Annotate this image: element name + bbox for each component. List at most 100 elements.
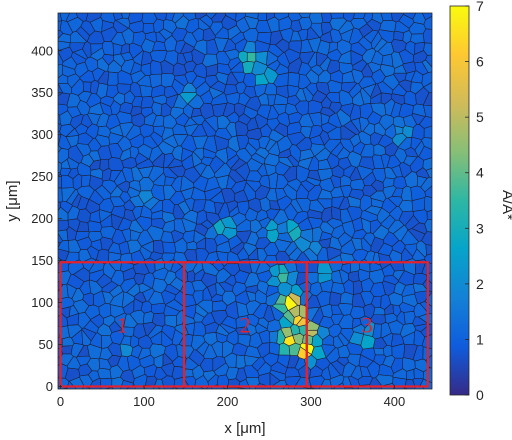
grain-cell — [423, 42, 432, 56]
grain-cell — [111, 376, 124, 389]
grain-cell — [425, 167, 432, 179]
grain-cell — [330, 13, 345, 19]
region-1-label: 1 — [117, 312, 128, 337]
colorbar-tick-label: 5 — [476, 109, 484, 125]
y-axis: 0 50 100 150 200 250 300 350 400 — [31, 43, 62, 394]
grain-cell — [58, 372, 59, 379]
grain-cell — [139, 85, 153, 98]
grain-cell — [209, 190, 226, 204]
y-tick-label: 400 — [31, 43, 53, 58]
grain-cell — [150, 302, 166, 315]
grain-cell — [58, 144, 62, 154]
grain-cell — [140, 95, 154, 109]
grain-cell — [58, 201, 62, 212]
grain-cell — [58, 51, 64, 66]
grain-cell — [235, 354, 246, 369]
y-axis-label: y [μm] — [4, 180, 21, 221]
y-tick-label: 300 — [31, 127, 53, 142]
grain-cell — [274, 13, 289, 21]
grain-cell — [58, 356, 62, 367]
grain-cell — [58, 13, 63, 22]
colorbar-tick-label: 2 — [476, 276, 484, 292]
grain-cell — [192, 385, 206, 389]
grain-cell — [245, 13, 259, 20]
y-tick-label: 200 — [31, 211, 53, 226]
grain-cell — [269, 342, 280, 356]
grain-cell — [320, 390, 343, 421]
grain-cell — [288, 384, 296, 389]
grain-cell — [89, 390, 106, 422]
grain-cell — [421, 13, 432, 21]
grain-cell — [422, 92, 432, 106]
grain-cell — [81, 386, 91, 389]
grain-cell — [100, 13, 116, 24]
grain-cell — [141, 13, 158, 24]
grain-cell — [162, 241, 177, 254]
grain-cell — [81, 174, 91, 187]
grain-cell — [353, 13, 366, 19]
grain-cell — [58, 219, 70, 232]
grain-cells — [25, 13, 432, 423]
grain-cell — [293, 315, 303, 326]
colorbar-tick-label: 0 — [476, 387, 484, 403]
x-tick-label: 400 — [384, 394, 406, 409]
grain-cell — [142, 23, 155, 35]
x-tick-label: 200 — [217, 394, 239, 409]
grain-cell — [410, 33, 425, 44]
grain-cell — [128, 13, 144, 25]
x-tick-label: 100 — [133, 394, 155, 409]
region-2-label: 2 — [240, 312, 251, 337]
grain-cell — [58, 64, 63, 79]
grain-cell — [283, 335, 296, 347]
grain-cell — [423, 125, 432, 139]
region-3-label: 3 — [362, 312, 373, 337]
colorbar-tick-label: 6 — [476, 54, 484, 70]
colorbar-tick-label: 1 — [476, 331, 484, 347]
grain-cell — [430, 388, 432, 389]
grain-cell — [373, 347, 385, 356]
colorbar-tick-label: 7 — [476, 0, 484, 14]
grain-cell — [371, 13, 384, 24]
grain-cell — [423, 104, 432, 119]
y-tick-label: 0 — [46, 379, 53, 394]
grain-cell — [85, 13, 102, 23]
grain-cell — [421, 231, 432, 246]
grain-cell — [238, 390, 269, 423]
grain-cell — [425, 54, 432, 68]
colorbar-tick-label: 3 — [476, 220, 484, 236]
colorbar — [449, 5, 470, 396]
x-tick-label: 300 — [300, 394, 322, 409]
grain-cell — [425, 244, 432, 256]
grain-cell — [298, 13, 311, 18]
grain-cell — [270, 388, 272, 389]
grain-cell — [58, 324, 59, 327]
region-boxes: 1 2 3 — [59, 261, 429, 388]
grain-cell — [58, 20, 62, 31]
grain-cell — [58, 241, 61, 249]
grain-cell — [165, 13, 175, 21]
grain-cell — [343, 387, 354, 389]
grain-cell — [82, 81, 92, 93]
y-tick-label: 50 — [39, 337, 53, 352]
grain-cell — [284, 295, 299, 311]
grain-cell — [102, 41, 114, 56]
grain-cell — [58, 378, 59, 379]
grain-cell — [265, 13, 275, 21]
x-tick-label: 0 — [57, 394, 64, 409]
y-tick-label: 350 — [31, 85, 53, 100]
grain-cell — [421, 137, 432, 150]
grain-cell — [25, 104, 56, 124]
grain-cell — [418, 145, 432, 161]
grain-cell — [206, 13, 218, 20]
grain-cell — [60, 345, 73, 355]
grain-cell — [403, 13, 417, 20]
colorbar-axis: 0 1 2 3 4 5 6 7 — [465, 0, 484, 403]
x-axis-label: x [μm] — [224, 420, 265, 437]
grain-cell — [420, 323, 432, 338]
grain-cell — [97, 367, 112, 379]
grain-cell — [59, 13, 70, 22]
grain-cell — [107, 71, 119, 86]
colorbar-tick-label: 4 — [476, 165, 484, 181]
grain-cell — [257, 13, 267, 21]
